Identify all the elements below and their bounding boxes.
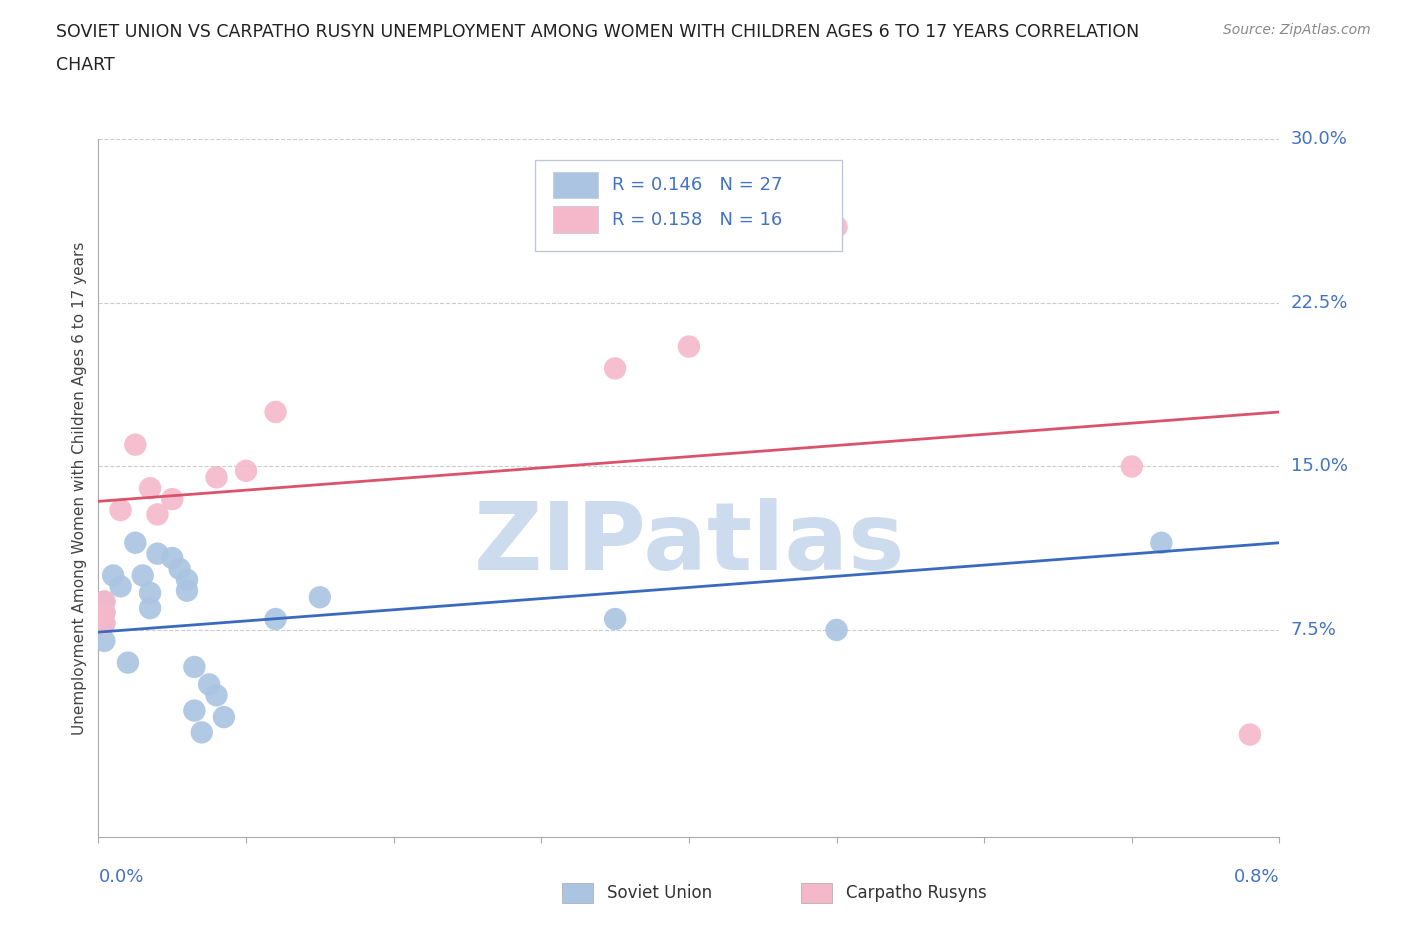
Point	[235, 463, 257, 478]
Bar	[553, 206, 598, 233]
Point	[605, 361, 627, 376]
Point	[110, 502, 132, 517]
Text: R = 0.146   N = 27: R = 0.146 N = 27	[612, 176, 783, 193]
Point	[198, 677, 221, 692]
Point	[176, 572, 198, 587]
Point	[205, 688, 228, 703]
Point	[191, 725, 214, 740]
Point	[162, 551, 183, 565]
Point	[103, 568, 125, 583]
Point	[117, 655, 139, 670]
Point	[1150, 536, 1173, 551]
Point	[212, 710, 235, 724]
Point	[139, 586, 162, 601]
Point	[309, 590, 332, 604]
Text: Source: ZipAtlas.com: Source: ZipAtlas.com	[1223, 23, 1371, 37]
Point	[183, 659, 205, 674]
Point	[176, 583, 198, 598]
Point	[93, 605, 115, 620]
Point	[93, 594, 115, 609]
Point	[169, 562, 191, 577]
Text: 0.0%: 0.0%	[98, 868, 143, 885]
Bar	[562, 883, 593, 903]
Text: 22.5%: 22.5%	[1291, 294, 1348, 312]
Point	[146, 546, 169, 561]
Text: Soviet Union: Soviet Union	[607, 884, 713, 902]
Point	[205, 470, 228, 485]
Point	[1239, 727, 1261, 742]
Text: SOVIET UNION VS CARPATHO RUSYN UNEMPLOYMENT AMONG WOMEN WITH CHILDREN AGES 6 TO : SOVIET UNION VS CARPATHO RUSYN UNEMPLOYM…	[56, 23, 1139, 41]
Text: ZIPatlas: ZIPatlas	[474, 498, 904, 590]
Text: R = 0.158   N = 16: R = 0.158 N = 16	[612, 211, 782, 229]
Text: 30.0%: 30.0%	[1291, 130, 1347, 149]
Point	[678, 339, 700, 354]
Point	[93, 605, 115, 620]
Bar	[801, 883, 832, 903]
Point	[124, 437, 146, 452]
Point	[93, 616, 115, 631]
Text: 7.5%: 7.5%	[1291, 621, 1337, 639]
FancyBboxPatch shape	[536, 161, 842, 251]
Point	[605, 612, 627, 627]
Point	[264, 612, 287, 627]
Point	[124, 536, 146, 551]
Text: Carpatho Rusyns: Carpatho Rusyns	[846, 884, 987, 902]
Point	[1121, 459, 1143, 474]
Point	[139, 481, 162, 496]
Point	[264, 405, 287, 419]
Point	[93, 633, 115, 648]
Point	[93, 616, 115, 631]
Point	[162, 492, 183, 507]
Text: CHART: CHART	[56, 56, 115, 73]
Point	[825, 622, 848, 637]
Y-axis label: Unemployment Among Women with Children Ages 6 to 17 years: Unemployment Among Women with Children A…	[72, 242, 87, 735]
Text: 0.8%: 0.8%	[1234, 868, 1279, 885]
Bar	[553, 172, 598, 198]
Point	[139, 601, 162, 616]
Point	[183, 703, 205, 718]
Point	[825, 219, 848, 234]
Point	[93, 594, 115, 609]
Point	[146, 507, 169, 522]
Text: 15.0%: 15.0%	[1291, 458, 1347, 475]
Point	[110, 578, 132, 593]
Point	[132, 568, 155, 583]
